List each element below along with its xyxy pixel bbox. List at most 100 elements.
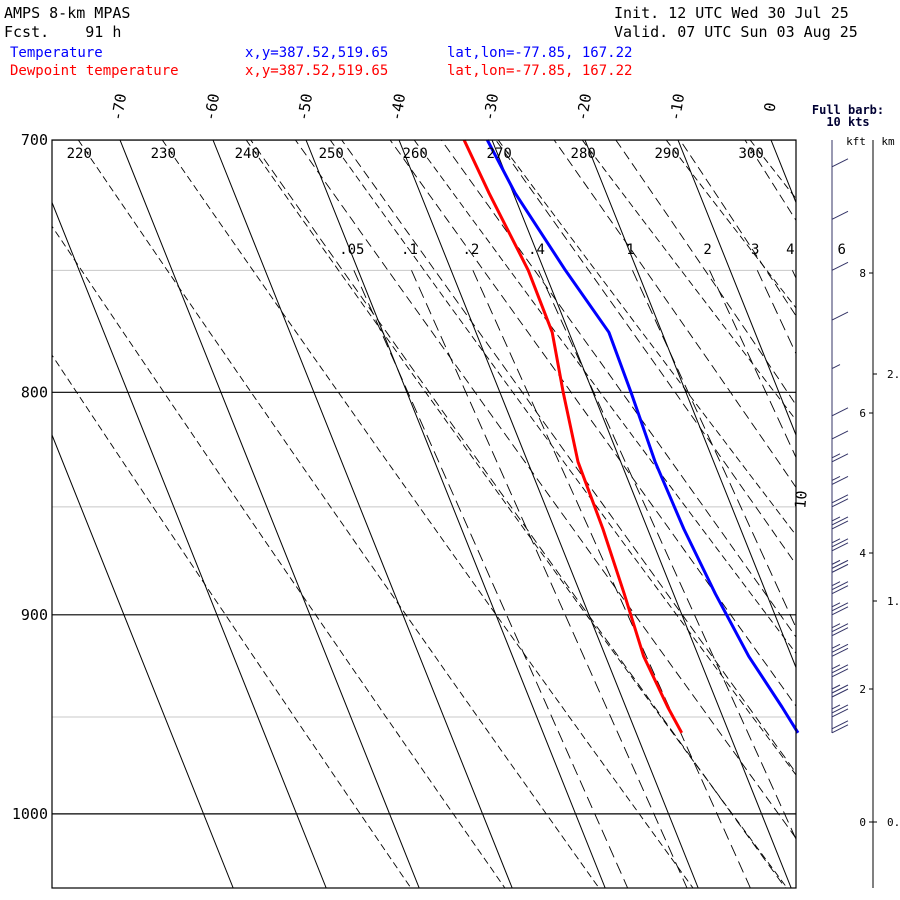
barb-legend-line1: Full barb:: [812, 103, 884, 117]
mixing-ratio-line: [538, 270, 796, 841]
wind-barb: [831, 476, 849, 485]
dry-adiabat-line: [52, 354, 412, 888]
wind-barb: [831, 158, 849, 168]
km-tick-label: 2.: [887, 368, 900, 381]
dry-adiabat-label: 250: [319, 146, 344, 162]
dry-adiabat-label: 230: [151, 146, 176, 162]
moist-adiabat-line: [744, 140, 796, 222]
kft-tick-label: 4: [859, 547, 866, 560]
dry-adiabat-label: 290: [655, 146, 680, 162]
wind-barb: [831, 261, 849, 271]
mixing-ratio-line: [632, 270, 796, 629]
mixing-ratio-line: [709, 270, 796, 459]
isotherm-line: [398, 140, 699, 888]
temperature-latlon: lat,lon=-77.85, 167.22: [447, 45, 633, 61]
dry-adiabat-line: [245, 140, 788, 888]
moist-adiabat-line: [801, 127, 900, 900]
mixing-ratio-label: .1: [401, 242, 418, 258]
temperature-profile: [485, 139, 800, 734]
model-title: AMPS 8-km MPAS: [4, 4, 131, 22]
moist-adiabat-line: [440, 140, 796, 638]
wind-barb: [831, 210, 849, 220]
km-axis-title: km: [881, 135, 895, 148]
isotherm-line: [677, 140, 796, 437]
legend-temperature: Temperature: [10, 45, 103, 61]
isotherm-line: [491, 140, 792, 888]
isotherm-line: [119, 140, 420, 888]
wind-barb: [831, 704, 849, 718]
mixing-ratio-line: [791, 270, 796, 280]
wind-barb: [831, 684, 849, 698]
isotherm-line: [52, 201, 327, 888]
isotherm-label: -60: [201, 92, 223, 122]
plot-frame: [51, 139, 797, 889]
isotherm-line: [305, 140, 606, 888]
dry-adiabat-label: 300: [738, 146, 763, 162]
mixing-ratio-line: [411, 270, 688, 888]
dewpoint-profile: [462, 139, 684, 734]
km-tick-label: 1.: [887, 595, 900, 608]
wind-barb: [831, 407, 849, 417]
dewpoint-xy: x,y=387.52,519.65: [245, 63, 389, 79]
mixing-ratio-label: .2: [462, 242, 479, 258]
dry-adiabat-line: [161, 140, 694, 888]
dry-adiabat-label: 220: [67, 146, 92, 162]
wind-barb: [831, 494, 849, 508]
pressure-label: 900: [21, 606, 48, 624]
isotherm-line: [584, 140, 796, 669]
mixing-ratio-label: 3: [751, 242, 759, 258]
dry-adiabat-line: [77, 140, 600, 888]
moist-adiabat-line: [495, 140, 796, 566]
dry-adiabat-line: [329, 140, 796, 776]
kft-tick-label: 0: [859, 816, 866, 829]
legend-dewpoint: Dewpoint temperature: [10, 63, 179, 79]
mixing-ratio-label: 2: [703, 242, 711, 258]
valid-time: Valid. 07 UTC Sun 03 Aug 25: [614, 23, 858, 41]
dry-adiabat-line: [413, 140, 796, 655]
wind-barb: [831, 311, 849, 321]
kft-axis-title: kft: [846, 135, 866, 148]
dry-adiabat-label: 240: [235, 146, 260, 162]
dry-adiabat-label: 270: [487, 146, 512, 162]
kft-tick-label: 8: [859, 267, 866, 280]
wind-barb: [831, 664, 849, 678]
dry-adiabat-label: 280: [571, 146, 596, 162]
dewpoint-latlon: lat,lon=-77.85, 167.22: [447, 63, 633, 79]
barb-legend-line2: 10 kts: [826, 115, 869, 129]
wind-barb: [831, 623, 849, 637]
mixing-ratio-label: 6: [837, 242, 845, 258]
isotherm-label: 0: [760, 101, 779, 113]
isotherm-label: 10: [791, 490, 811, 510]
isotherm-label: -20: [573, 92, 595, 122]
temperature-xy: x,y=387.52,519.65: [245, 45, 389, 61]
moist-adiabat-line: [250, 140, 786, 888]
kft-tick-label: 6: [859, 407, 866, 420]
isotherm-line: [864, 140, 900, 888]
init-time: Init. 12 UTC Wed 30 Jul 25: [614, 4, 849, 22]
isotherm-label: -50: [294, 92, 316, 122]
pressure-label: 800: [21, 383, 48, 401]
wind-barb: [831, 516, 849, 530]
dry-adiabat-line: [749, 140, 796, 200]
moist-adiabat-line: [863, 127, 900, 900]
wind-barb: [831, 581, 849, 595]
forecast-hour: Fcst. 91 h: [4, 23, 122, 41]
isotherm-label: -10: [666, 92, 688, 122]
wind-barb: [831, 602, 849, 616]
mixing-ratio-line: [844, 270, 900, 888]
wind-barb: [831, 643, 849, 657]
wind-barb: [831, 453, 849, 463]
isotherm-label: -70: [108, 92, 130, 122]
wind-barb: [831, 538, 849, 552]
dry-adiabat-line: [52, 225, 506, 888]
moist-adiabat-line: [615, 140, 796, 406]
mixing-ratio-line: [353, 270, 629, 888]
mixing-ratio-label: 4: [786, 242, 794, 258]
mixing-ratio-line: [472, 270, 751, 888]
isotherm-line: [52, 433, 234, 888]
isotherm-label: -30: [480, 92, 502, 122]
pressure-label: 700: [21, 131, 48, 149]
mixing-ratio-label: .05: [339, 242, 364, 258]
